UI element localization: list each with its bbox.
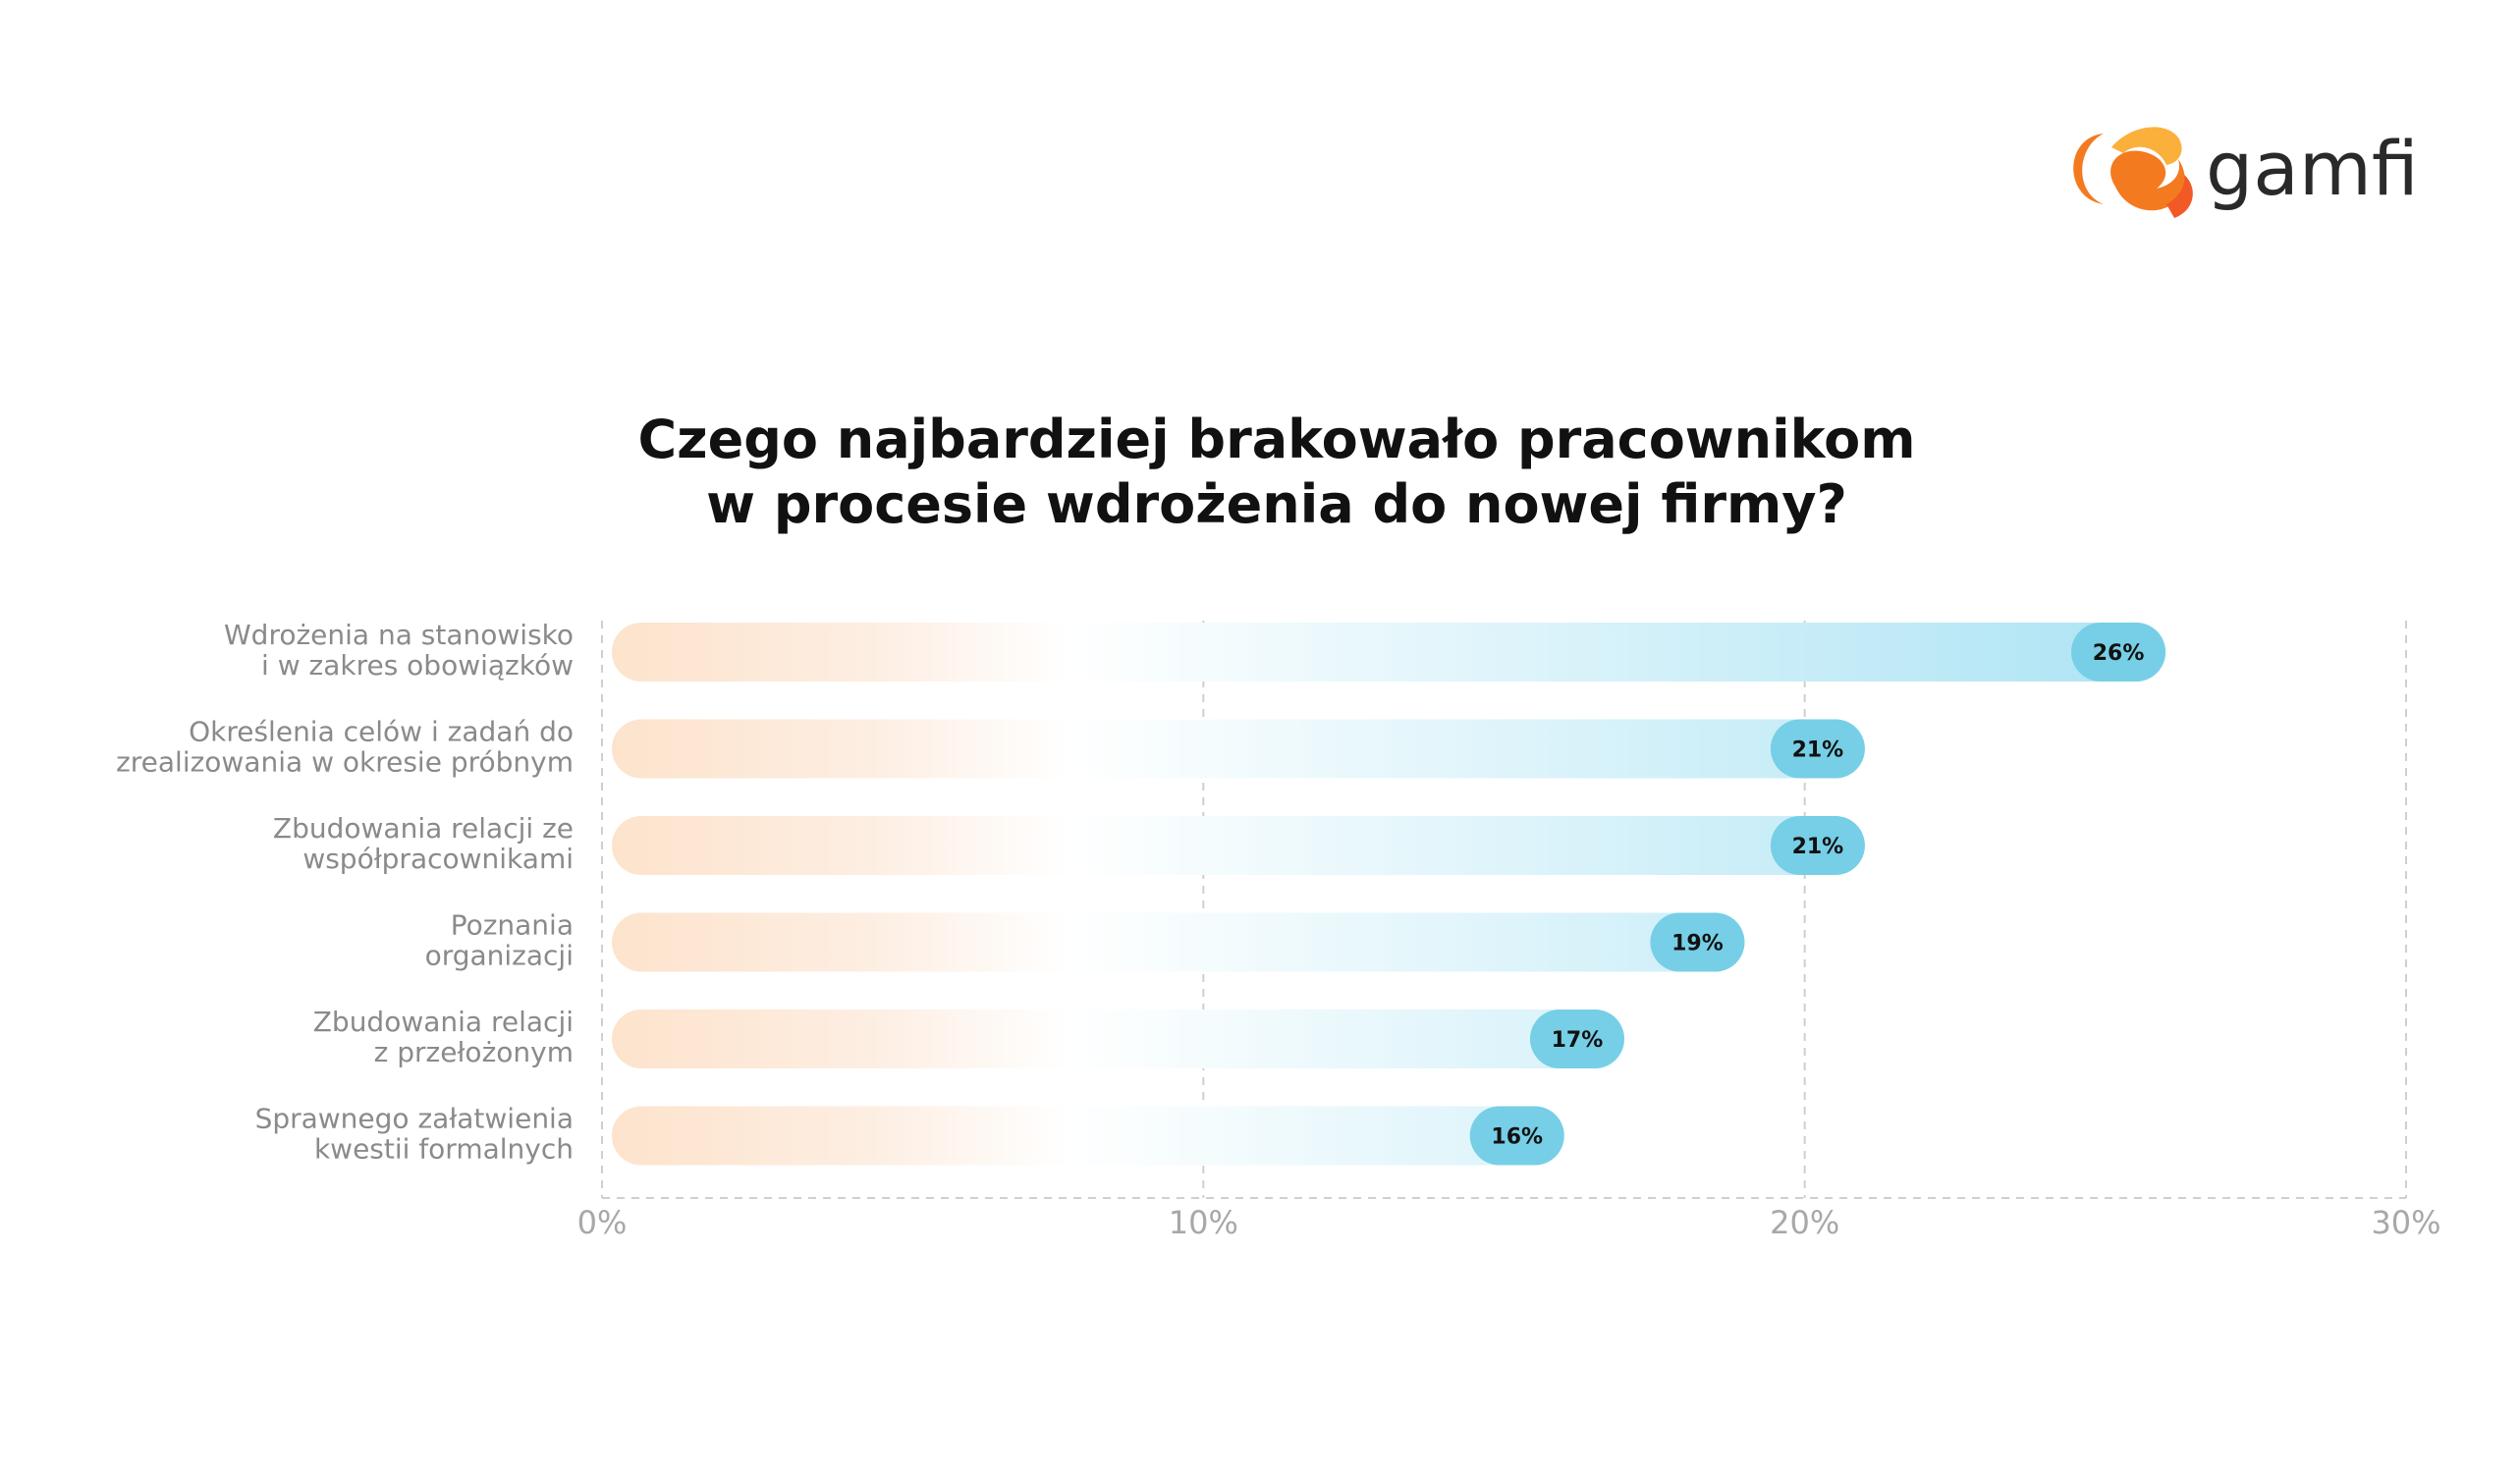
- bar: [612, 816, 1865, 875]
- category-label: Określenia celów i zadań do: [189, 716, 574, 748]
- category-label: Zbudowania relacji ze: [273, 812, 574, 845]
- bar: [612, 623, 2166, 682]
- data-label: 21%: [1792, 835, 1844, 859]
- chart-title-line-1: Czego najbardziej brakowało pracownikom: [638, 409, 1916, 470]
- category-label: i w zakres obowiązków: [261, 649, 574, 682]
- value-bubble: [1469, 1106, 1564, 1166]
- value-bubble: [1650, 912, 1745, 972]
- bar: [612, 719, 1865, 779]
- brand-logo: gamfi: [2073, 125, 2419, 218]
- x-axis: 0% 10% 20% 30%: [577, 1197, 2441, 1241]
- gridlines: [601, 621, 2407, 1198]
- category-label: organizacji: [425, 940, 574, 972]
- category-label: współpracownikami: [302, 843, 574, 875]
- x-tick-label: 30%: [2371, 1204, 2440, 1241]
- value-bubble: [1529, 1009, 1624, 1068]
- gamfi-flame-icon: [2073, 127, 2193, 218]
- bars: 26% 21% 21% 19% 17% 16%: [612, 623, 2166, 1166]
- value-bubble: [1770, 719, 1865, 779]
- value-bubble: [2071, 623, 2166, 682]
- brand-name: gamfi: [2206, 125, 2419, 212]
- bar: [612, 1106, 1564, 1166]
- x-tick-label: 0%: [577, 1204, 628, 1241]
- category-label: Poznania: [451, 909, 574, 942]
- bar: [612, 1009, 1624, 1068]
- data-label: 16%: [1491, 1125, 1543, 1150]
- category-label: Wdrożenia na stanowisko: [224, 619, 574, 651]
- x-tick-label: 10%: [1169, 1204, 1238, 1241]
- data-label: 26%: [2093, 641, 2145, 666]
- category-label: Zbudowania relacji: [313, 1006, 574, 1038]
- category-label: zrealizowania w okresie próbnym: [116, 746, 574, 779]
- chart-title-line-2: w procesie wdrożenia do nowej firmy?: [706, 473, 1847, 535]
- data-label: 21%: [1792, 738, 1844, 763]
- value-bubble: [1770, 816, 1865, 875]
- category-label: Sprawnego załatwienia: [255, 1103, 574, 1135]
- data-label: 17%: [1552, 1028, 1604, 1053]
- category-label: z przełożonym: [374, 1036, 574, 1068]
- category-label: kwestii formalnych: [314, 1133, 574, 1166]
- x-tick-label: 20%: [1770, 1204, 1839, 1241]
- bar: [612, 912, 1745, 972]
- data-label: 19%: [1671, 932, 1724, 956]
